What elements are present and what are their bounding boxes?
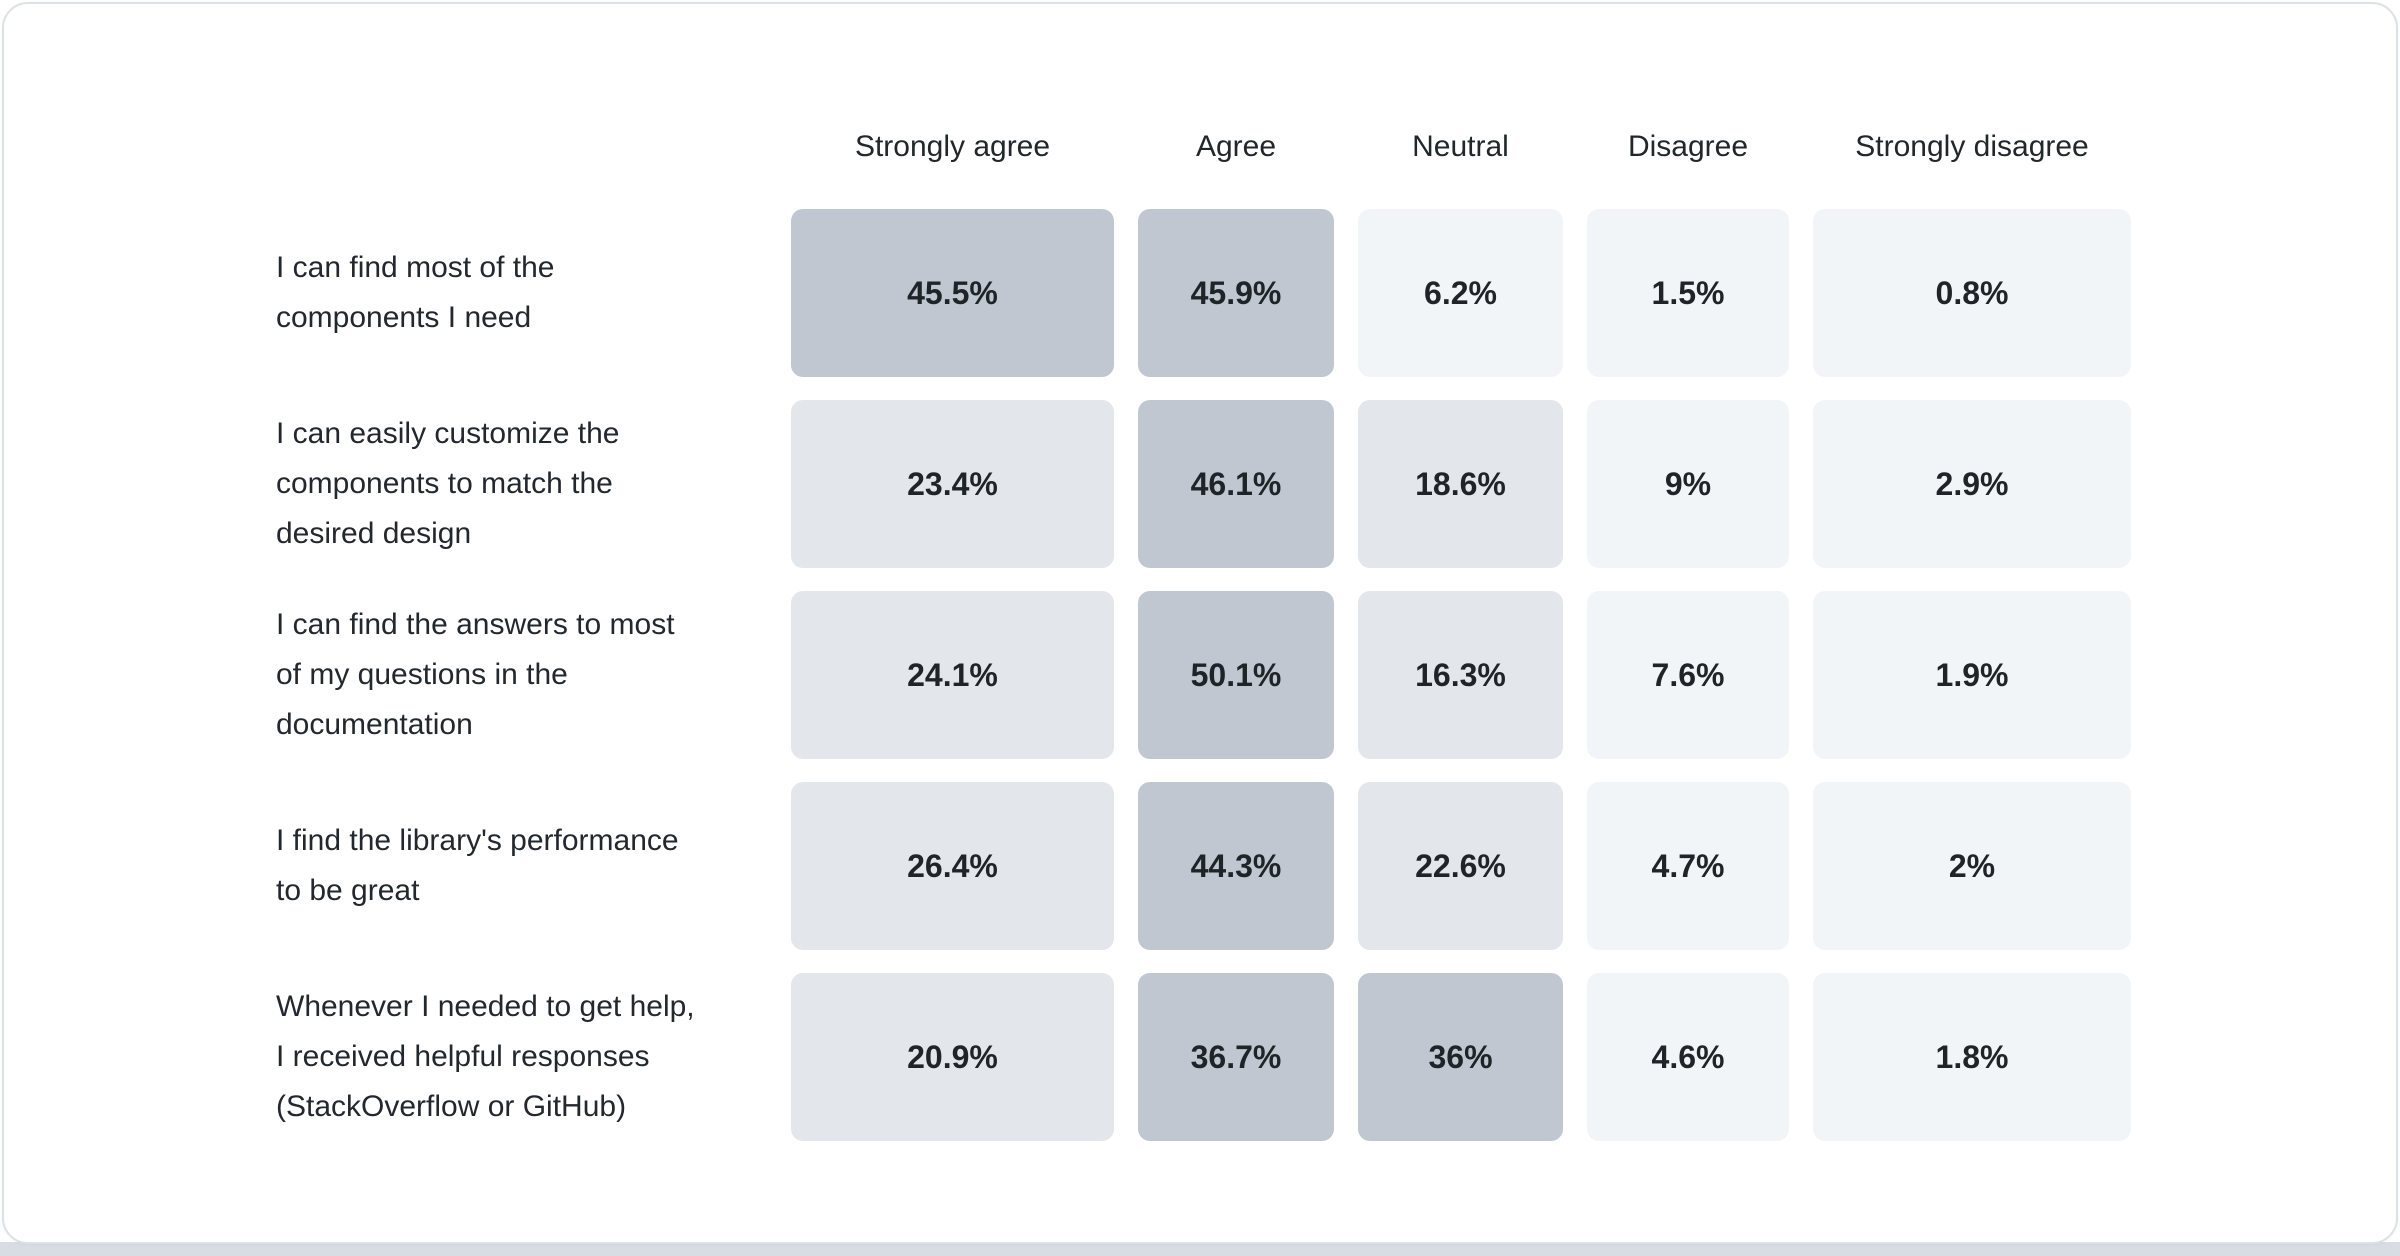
heatmap-cell: 0.8%: [1813, 209, 2131, 377]
heatmap-cell: 22.6%: [1358, 782, 1563, 950]
heatmap-cell: 36%: [1358, 973, 1563, 1141]
heatmap-cell: 45.5%: [791, 209, 1114, 377]
row-label-performance: I find the library's performance to be g…: [276, 824, 679, 907]
heatmap-cell: 2.9%: [1813, 400, 2131, 568]
heatmap-cell: 1.9%: [1813, 591, 2131, 759]
heatmap-cell: 45.9%: [1138, 209, 1334, 377]
heatmap-cell: 20.9%: [791, 973, 1114, 1141]
heatmap-cell: 23.4%: [791, 400, 1114, 568]
heatmap-cell: 4.7%: [1587, 782, 1789, 950]
column-header-agree: Agree: [1195, 130, 1277, 163]
row-label-customize-components: I can easily customize the components to…: [276, 417, 620, 550]
heatmap-cell: 44.3%: [1138, 782, 1334, 950]
corner-spacer: [276, 108, 767, 186]
heatmap-cell: 46.1%: [1138, 400, 1334, 568]
likert-heatmap: Strongly agree Agree Neutral Disagree St…: [276, 108, 2131, 1141]
heatmap-cell: 36.7%: [1138, 973, 1334, 1141]
heatmap-cell: 9%: [1587, 400, 1789, 568]
column-header-strongly-agree: Strongly agree: [854, 130, 1051, 163]
heatmap-cell: 6.2%: [1358, 209, 1563, 377]
heatmap-cell: 26.4%: [791, 782, 1114, 950]
column-header-neutral: Neutral: [1412, 130, 1509, 163]
column-header-disagree: Disagree: [1627, 130, 1749, 163]
heatmap-cell: 24.1%: [791, 591, 1114, 759]
row-label-find-components: I can find most of the components I need: [276, 251, 555, 334]
row-label-documentation-answers: I can find the answers to most of my que…: [276, 608, 675, 741]
column-header-strongly-disagree: Strongly disagree: [1855, 130, 2089, 163]
row-label-helpful-responses: Whenever I needed to get help, I receive…: [276, 990, 695, 1123]
heatmap-cell: 7.6%: [1587, 591, 1789, 759]
heatmap-cell: 18.6%: [1358, 400, 1563, 568]
heatmap-cell: 2%: [1813, 782, 2131, 950]
heatmap-cell: 1.8%: [1813, 973, 2131, 1141]
heatmap-cell: 4.6%: [1587, 973, 1789, 1141]
heatmap-cell: 50.1%: [1138, 591, 1334, 759]
page-bottom-strip: [0, 1242, 2400, 1256]
heatmap-cell: 16.3%: [1358, 591, 1563, 759]
heatmap-cell: 1.5%: [1587, 209, 1789, 377]
